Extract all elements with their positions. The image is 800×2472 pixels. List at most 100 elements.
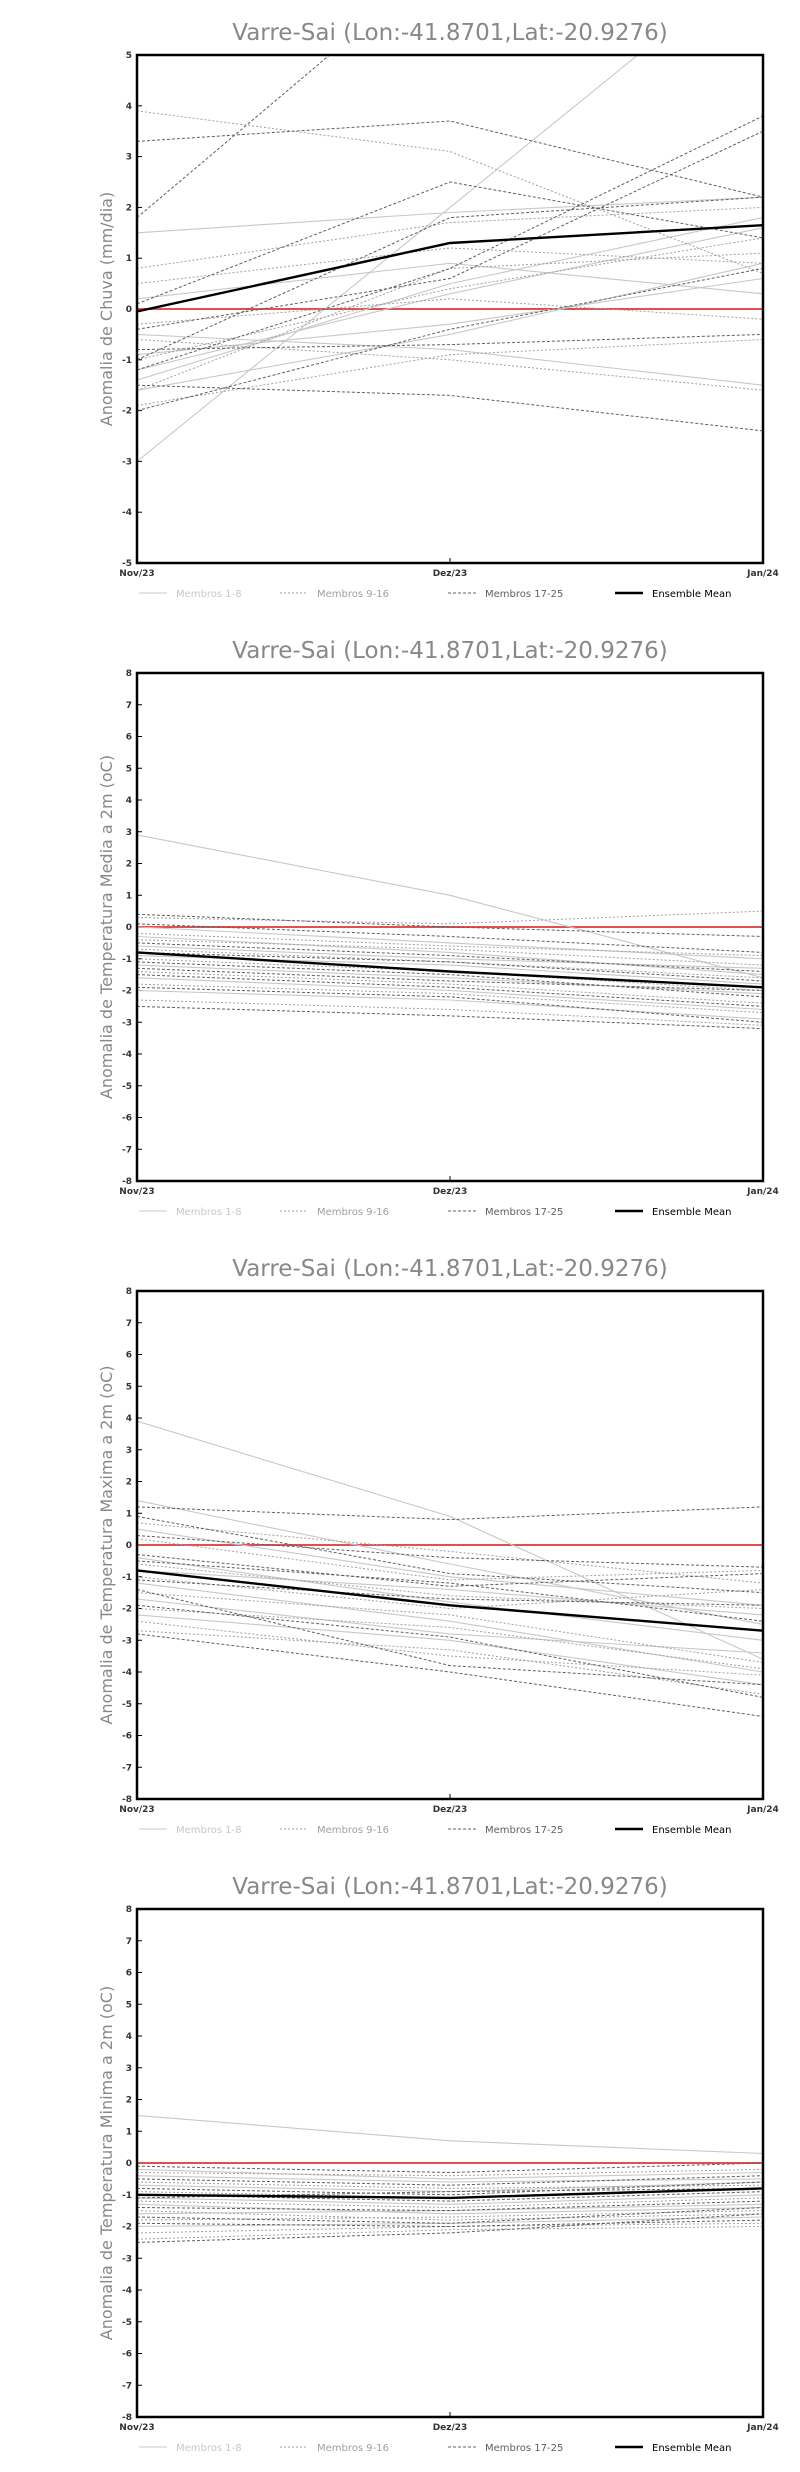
y-tick-label: -2 xyxy=(122,1605,132,1615)
member-line xyxy=(137,1535,763,1568)
y-tick-label: -7 xyxy=(122,1763,132,1773)
member-line xyxy=(137,115,763,371)
legend-label: Membros 1-8 xyxy=(176,2443,242,2454)
y-tick-label: -8 xyxy=(122,1795,132,1805)
member-line xyxy=(137,2181,763,2196)
member-line xyxy=(137,2168,763,2180)
member-line xyxy=(137,2200,763,2212)
y-tick-label: 3 xyxy=(126,1446,132,1456)
series-group xyxy=(137,1420,763,1717)
member-line xyxy=(137,2168,763,2177)
y-tick-label: -3 xyxy=(122,1018,132,1028)
chart-title: Varre-Sai (Lon:-41.8701,Lat:-20.9276) xyxy=(232,638,667,664)
member-line xyxy=(137,1576,763,1610)
legend-label: Ensemble Mean xyxy=(652,2443,731,2454)
member-line xyxy=(137,298,763,325)
member-line xyxy=(137,262,763,300)
legend-label: Membros 1-8 xyxy=(176,1207,242,1218)
y-tick-label: -4 xyxy=(122,1050,132,1060)
member-line xyxy=(137,2226,763,2240)
max-temperature-anomaly-chart: Varre-Sai (Lon:-41.8701,Lat:-20.9276) Ano… xyxy=(97,1256,779,1836)
member-line xyxy=(137,130,763,330)
y-axis-label: Anomalia de Temperatura Minima a 2m (oC) xyxy=(97,1986,116,2340)
y-tick-label: -1 xyxy=(122,356,132,366)
member-line xyxy=(137,339,763,391)
chart-title: Varre-Sai (Lon:-41.8701,Lat:-20.9276) xyxy=(232,1256,667,1282)
y-tick-label: 8 xyxy=(126,669,132,679)
legend-label: Ensemble Mean xyxy=(652,1825,731,1836)
member-line xyxy=(137,1604,763,1698)
rainfall-anomaly-chart: Varre-Sai (Lon:-41.8701,Lat:-20.9276) Ano… xyxy=(97,20,779,600)
legend-label: Membros 1-8 xyxy=(176,1825,242,1836)
member-line xyxy=(137,2181,763,2193)
y-tick-label: -6 xyxy=(122,1114,132,1124)
member-line xyxy=(137,267,763,412)
legend-label: Membros 17-25 xyxy=(485,1825,563,1836)
x-tick-label: Dez/23 xyxy=(433,569,468,579)
chart-panel-rainfall: Varre-Sai (Lon:-41.8701,Lat:-20.9276) Ano… xyxy=(0,0,800,618)
legend-label: Ensemble Mean xyxy=(652,1207,731,1218)
member-line xyxy=(137,913,763,937)
member-line xyxy=(137,910,763,925)
member-line xyxy=(137,2210,763,2221)
member-line xyxy=(137,1528,763,1606)
member-line xyxy=(137,983,763,1014)
legend-label: Membros 9-16 xyxy=(317,589,389,600)
y-tick-label: 7 xyxy=(126,1937,132,1947)
y-tick-label: -1 xyxy=(122,955,132,965)
member-line xyxy=(137,2203,763,2215)
x-tick-label: Nov/23 xyxy=(119,2423,154,2433)
plot-frame xyxy=(135,53,765,565)
member-line xyxy=(137,926,763,960)
legend-label: Membros 1-8 xyxy=(176,589,242,600)
chart-title: Varre-Sai (Lon:-41.8701,Lat:-20.9276) xyxy=(232,1874,667,1900)
y-tick-label: -6 xyxy=(122,2350,132,2360)
member-line xyxy=(137,1614,763,1686)
y-tick-label: -8 xyxy=(122,1177,132,1187)
series-group xyxy=(137,834,763,1030)
member-line xyxy=(137,923,763,953)
x-tick-label: Dez/23 xyxy=(433,1805,468,1815)
member-line xyxy=(137,939,763,966)
member-line xyxy=(137,2175,763,2183)
y-tick-label: 1 xyxy=(126,2127,132,2137)
member-line xyxy=(137,2191,763,2202)
y-tick-label: -4 xyxy=(122,508,132,518)
member-line xyxy=(137,1608,763,1670)
y-tick-label: -3 xyxy=(122,1636,132,1646)
member-line xyxy=(137,1522,763,1584)
y-tick-label: -5 xyxy=(122,1700,132,1710)
y-tick-label: 3 xyxy=(126,828,132,838)
member-line xyxy=(137,1005,763,1030)
ensemble-mean-line xyxy=(137,2187,763,2200)
y-axis-label: Anomalia de Temperatura Maxima a 2m (oC) xyxy=(97,1365,116,1724)
chart-panel-min-temp: Varre-Sai (Lon:-41.8701,Lat:-20.9276) Ano… xyxy=(0,1854,800,2472)
y-tick-label: -1 xyxy=(122,1573,132,1583)
member-line xyxy=(137,247,763,285)
y-tick-label: -1 xyxy=(122,2191,132,2201)
member-line xyxy=(137,2162,763,2174)
member-line xyxy=(137,110,763,274)
member-line xyxy=(137,120,763,198)
x-tick-label: Nov/23 xyxy=(119,1805,154,1815)
y-axis-label: Anomalia de Chuva (mm/dia) xyxy=(97,192,116,426)
member-line xyxy=(137,1563,763,1609)
plot-frame xyxy=(135,1907,765,2419)
member-line xyxy=(137,196,763,361)
member-line xyxy=(137,1557,763,1641)
y-tick-label: 0 xyxy=(126,923,132,933)
member-line xyxy=(137,277,763,356)
member-line xyxy=(137,999,763,1026)
member-line xyxy=(137,227,763,371)
member-line xyxy=(137,217,763,381)
y-tick-label: 1 xyxy=(126,891,132,901)
member-line xyxy=(137,181,763,305)
member-line xyxy=(137,1569,763,1616)
chart-panel-mean-temp: Varre-Sai (Lon:-41.8701,Lat:-20.9276) Ano… xyxy=(0,618,800,1236)
series-group xyxy=(137,55,763,462)
member-line xyxy=(137,2207,763,2224)
legend-label: Membros 17-25 xyxy=(485,589,563,600)
member-line xyxy=(137,1630,763,1695)
y-tick-label: -3 xyxy=(122,2254,132,2264)
member-line xyxy=(137,942,763,972)
